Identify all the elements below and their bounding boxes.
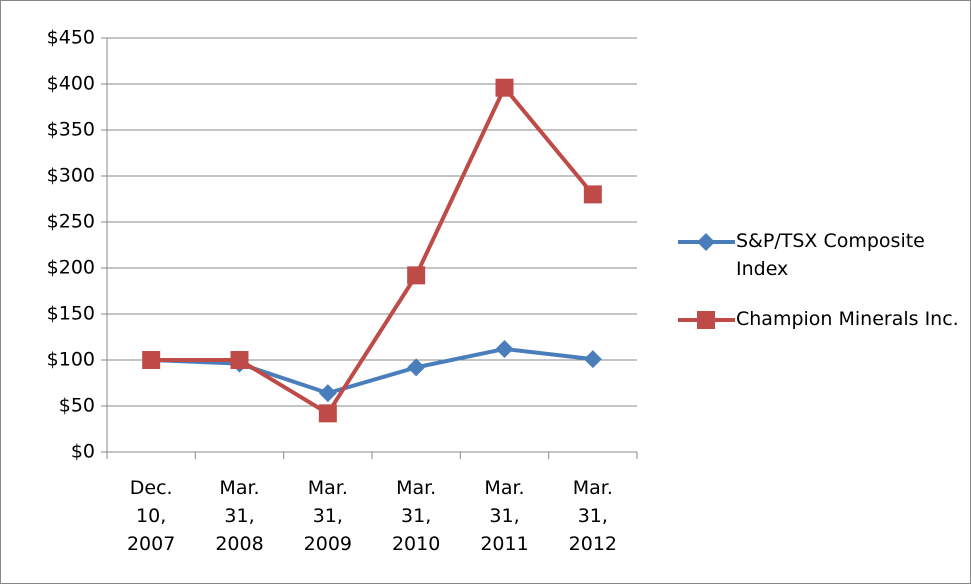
x-tick-label: Mar. 31, 2012	[568, 477, 617, 555]
x-tick-label: Mar. 31, 2008	[215, 477, 264, 555]
marker	[697, 233, 715, 251]
marker	[583, 185, 602, 204]
x-tick-label-box: Mar. 31, 2012	[568, 477, 617, 555]
y-tick-label: $300	[47, 165, 95, 187]
x-tick-label: Dec. 10, 2007	[126, 477, 176, 555]
marker	[142, 351, 161, 369]
y-tick-label: $150	[47, 303, 95, 325]
marker	[230, 351, 249, 369]
y-tick-label: $50	[59, 395, 95, 417]
marker	[318, 404, 337, 423]
y-tick-label: $450	[47, 27, 95, 49]
x-tick-label-box: Mar. 31, 2011	[480, 477, 529, 555]
legend-label: S&P/TSX Composite Index	[736, 230, 925, 280]
marker	[495, 78, 514, 97]
x-tick-label: Mar. 31, 2010	[391, 477, 441, 555]
legend-label: Champion Minerals Inc.	[736, 308, 959, 330]
y-tick-label: $400	[47, 73, 95, 95]
y-tick-label: $100	[47, 349, 95, 371]
marker	[407, 266, 426, 285]
y-tick-label: $250	[47, 211, 95, 233]
y-tick-label: $0	[71, 441, 95, 463]
marker	[407, 358, 426, 377]
x-tick-label-box: Mar. 31, 2010	[391, 477, 441, 555]
x-tick-label: Mar. 31, 2009	[303, 477, 352, 555]
x-tick-label-box: Mar. 31, 2008	[215, 477, 264, 555]
marker	[318, 384, 337, 403]
x-tick-label-box: Mar. 31, 2009	[303, 477, 352, 555]
x-tick-label: Mar. 31, 2011	[480, 477, 529, 555]
legend-label-box: S&P/TSX Composite Index	[736, 230, 925, 280]
x-tick-label-box: Dec. 10, 2007	[126, 477, 176, 555]
marker	[583, 350, 602, 369]
marker	[495, 339, 514, 358]
series-line	[151, 346, 594, 396]
legend-label-box: Champion Minerals Inc.	[736, 308, 959, 330]
marker	[697, 311, 715, 329]
y-tick-label: $350	[47, 119, 95, 141]
series-line	[151, 85, 595, 416]
y-tick-label: $200	[47, 257, 95, 279]
